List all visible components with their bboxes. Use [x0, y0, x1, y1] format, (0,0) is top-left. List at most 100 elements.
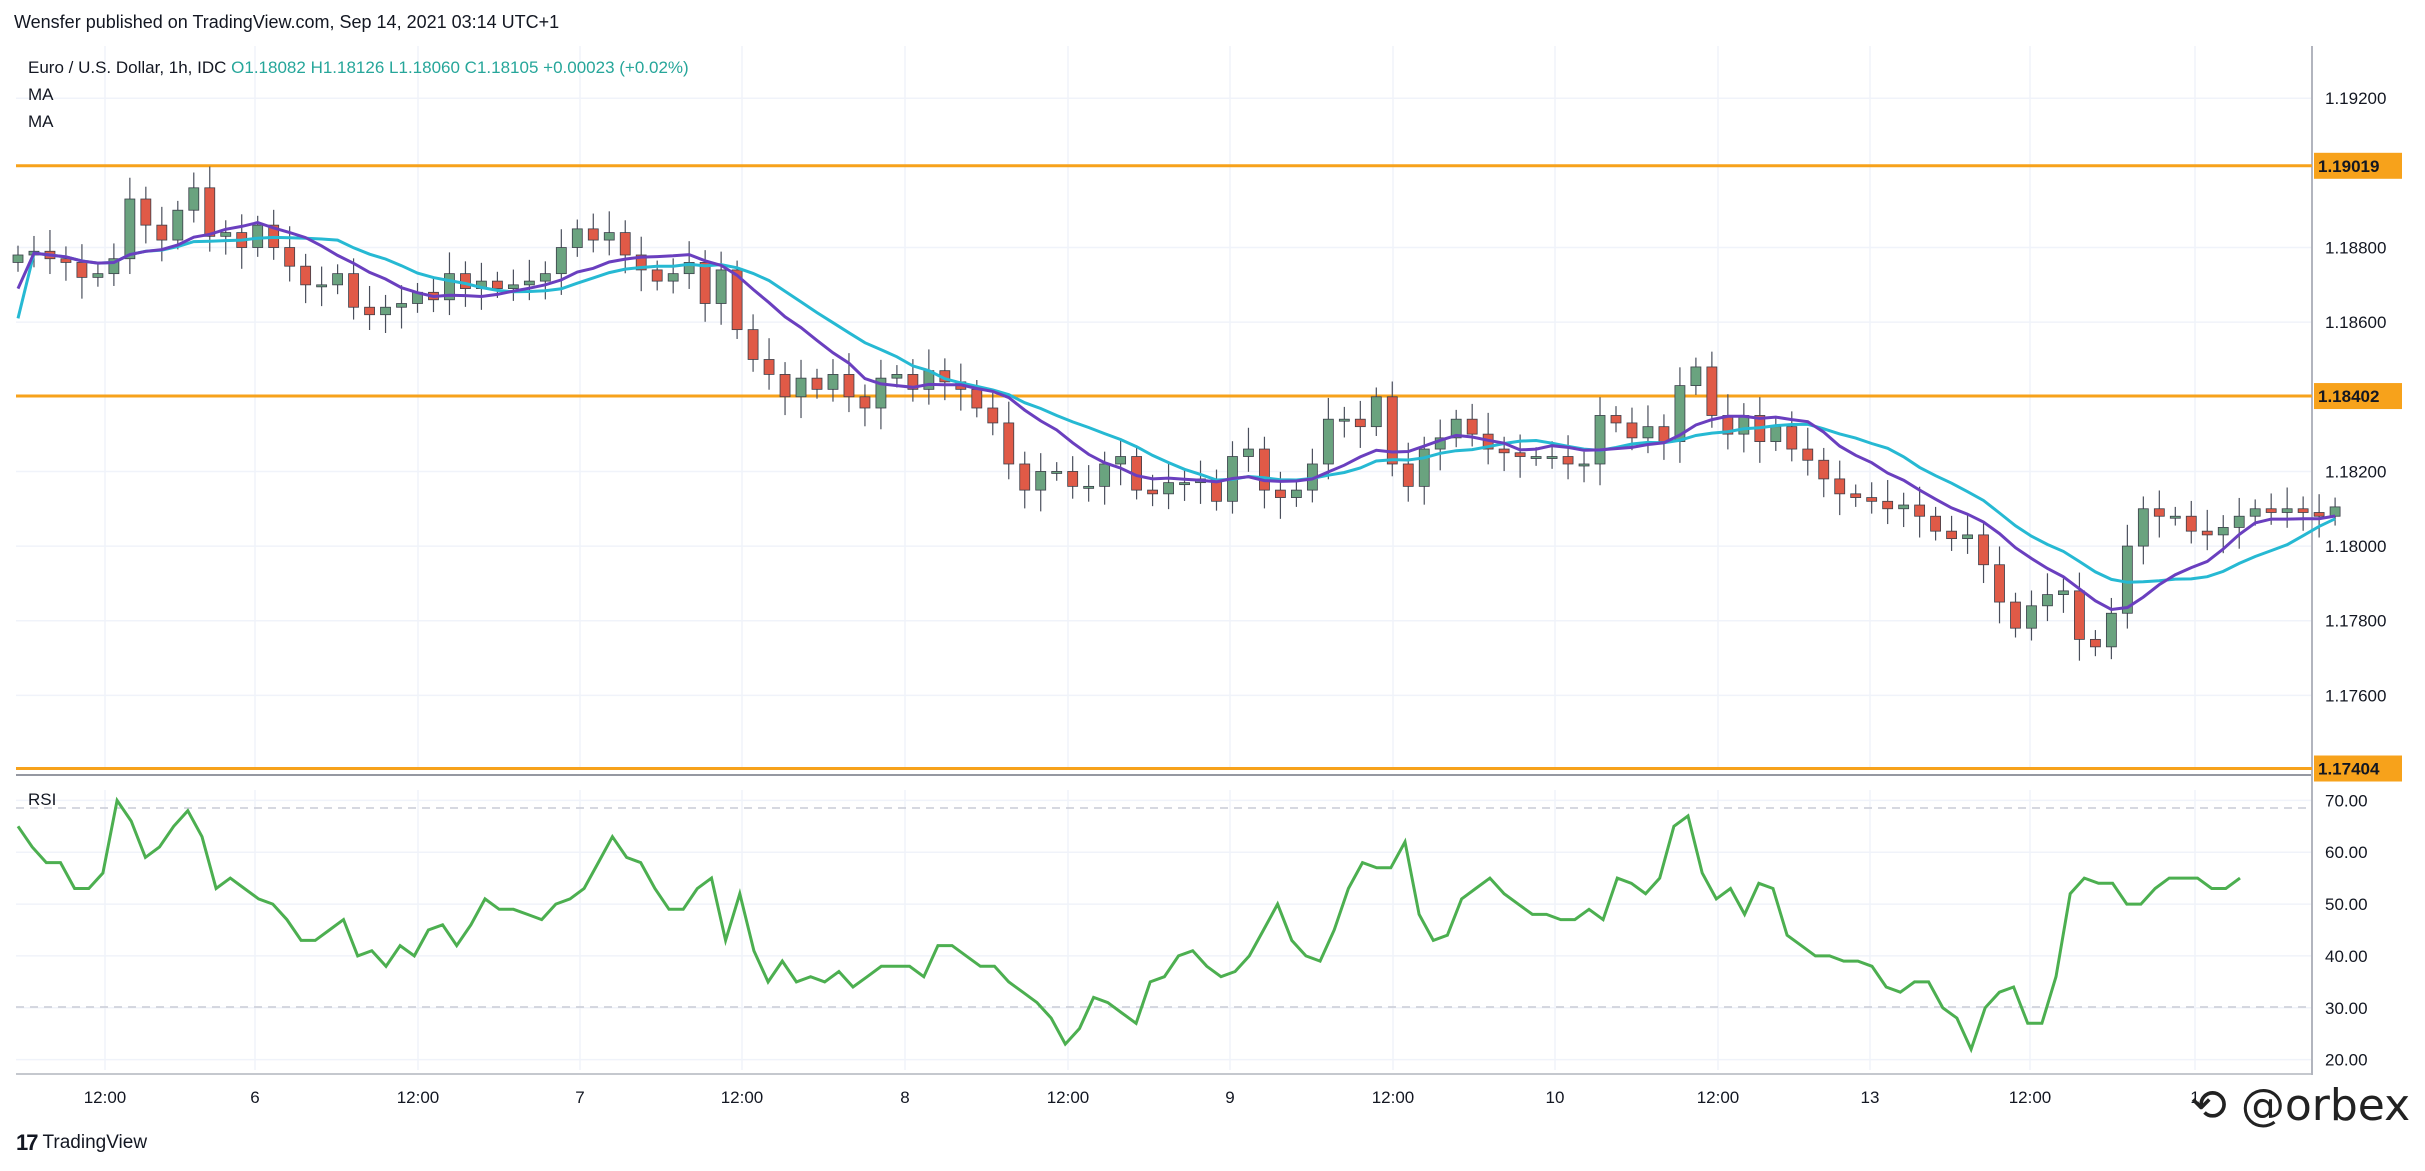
candle-body	[1147, 489, 1158, 495]
horizontal-levels[interactable]	[16, 164, 2312, 771]
candle-body	[683, 262, 695, 275]
candle-body	[1530, 456, 1542, 459]
candle-body	[1690, 366, 1702, 387]
rsi-line[interactable]	[16, 796, 2241, 1054]
candle-body	[603, 232, 615, 241]
candle-body	[523, 280, 535, 286]
candle-body	[2153, 508, 2165, 517]
candle-body	[1882, 500, 1894, 510]
level-tag	[2314, 755, 2402, 782]
ma-legend-2[interactable]: MA	[28, 112, 54, 131]
candle-body	[460, 273, 471, 289]
candle-body	[2313, 512, 2325, 517]
candle-body	[188, 187, 200, 211]
candle-body	[2105, 612, 2117, 648]
candle-body	[1179, 482, 1190, 486]
rsi-legend[interactable]: RSI	[28, 790, 56, 809]
candle-body	[1275, 489, 1286, 498]
candle-body	[907, 374, 919, 390]
candle-body	[2297, 508, 2309, 513]
candle-body	[1035, 471, 1047, 491]
candle-body	[2249, 508, 2261, 517]
candle-body	[2089, 638, 2101, 648]
level-tag	[2314, 152, 2402, 179]
candle-body	[763, 359, 775, 375]
candle-body	[843, 374, 855, 398]
rsi-tick-label: 60.00	[2325, 843, 2368, 862]
candle-body	[555, 247, 567, 275]
candle-body	[1338, 418, 1350, 422]
ma-slow-line[interactable]	[16, 235, 2336, 584]
tradingview-logo-icon: 17	[16, 1130, 39, 1155]
candle-body	[1498, 448, 1510, 454]
candle-body	[1642, 426, 1654, 439]
candle-body	[2201, 530, 2213, 536]
candle-body	[2281, 508, 2293, 513]
candle-body	[1115, 456, 1127, 465]
level-tag-label: 1.18402	[2318, 387, 2379, 406]
candle-body	[2010, 601, 2021, 629]
time-tick-label: 12:00	[1047, 1088, 1090, 1107]
candle-body	[1706, 366, 1718, 416]
candle-body	[715, 269, 727, 304]
level-tag-label: 1.17404	[2318, 760, 2380, 779]
candle-body	[1594, 415, 1606, 465]
rsi-axis-ticks: 70.00 60.00 50.00 40.00 30.00 20.00	[2325, 791, 2368, 1069]
candle-body	[2329, 506, 2341, 517]
candle-body	[140, 198, 152, 226]
time-tick-label: 12:00	[1697, 1088, 1740, 1107]
ma-legend-1[interactable]: MA	[28, 85, 54, 104]
candle-body	[635, 254, 647, 271]
price-tick-label: 1.17600	[2325, 686, 2386, 705]
symbol-title[interactable]: Euro / U.S. Dollar, 1h, IDC O1.18082 H1.…	[28, 58, 689, 77]
price-tick-label: 1.18600	[2325, 313, 2386, 332]
candle-body	[747, 329, 759, 360]
candle-body	[1418, 448, 1430, 487]
level-price-tags: 1.19019 1.18402 1.17404	[2314, 152, 2402, 782]
candle-body	[1322, 418, 1334, 465]
rsi-tick-label: 70.00	[2325, 791, 2368, 810]
candle-body	[284, 247, 296, 267]
price-tick-label: 1.19200	[2325, 89, 2386, 108]
candle-body	[971, 388, 983, 409]
candle-body	[1386, 396, 1398, 465]
time-tick-label: 7	[575, 1088, 584, 1107]
candle-body	[92, 273, 104, 278]
candle-body	[619, 232, 631, 256]
rsi-tick-label: 20.00	[2325, 1051, 2368, 1070]
tradingview-logo[interactable]: 17 TradingView	[16, 1130, 147, 1156]
candle-body	[2121, 545, 2133, 614]
rsi-tick-label: 50.00	[2325, 895, 2368, 914]
time-tick-label: 8	[900, 1088, 909, 1107]
candle-body	[220, 232, 232, 237]
price-tick-label: 1.17800	[2325, 612, 2386, 631]
time-tick-label: 1	[2190, 1088, 2199, 1107]
candle-body	[444, 273, 455, 301]
candle-body	[1962, 534, 1973, 540]
candle-body	[252, 224, 264, 248]
candle-body	[1067, 471, 1079, 487]
candle-body	[891, 374, 903, 379]
candle-body	[1466, 418, 1478, 435]
candle-body	[12, 254, 24, 263]
candle-body	[2169, 515, 2181, 519]
orbex-logo-icon: ⟲	[2190, 1080, 2241, 1131]
ma-fast-line[interactable]	[16, 221, 2336, 612]
price-tick-label: 1.18200	[2325, 462, 2386, 481]
candle-body	[156, 224, 168, 241]
rsi-tick-label: 30.00	[2325, 999, 2368, 1018]
candle-body	[1898, 504, 1910, 510]
candle-body	[1850, 493, 1862, 498]
candle-body	[1259, 448, 1270, 491]
candle-body	[300, 265, 312, 286]
price-tick-label: 1.18000	[2325, 537, 2386, 556]
candle-body	[571, 228, 583, 248]
candle-body	[1402, 463, 1414, 487]
time-tick-label: 6	[250, 1088, 259, 1107]
rsi-pane-grid	[16, 790, 2312, 1070]
candle-body	[332, 273, 344, 286]
candle-body	[2233, 515, 2245, 528]
time-tick-label: 10	[1546, 1088, 1565, 1107]
candle-body	[1658, 426, 1670, 442]
